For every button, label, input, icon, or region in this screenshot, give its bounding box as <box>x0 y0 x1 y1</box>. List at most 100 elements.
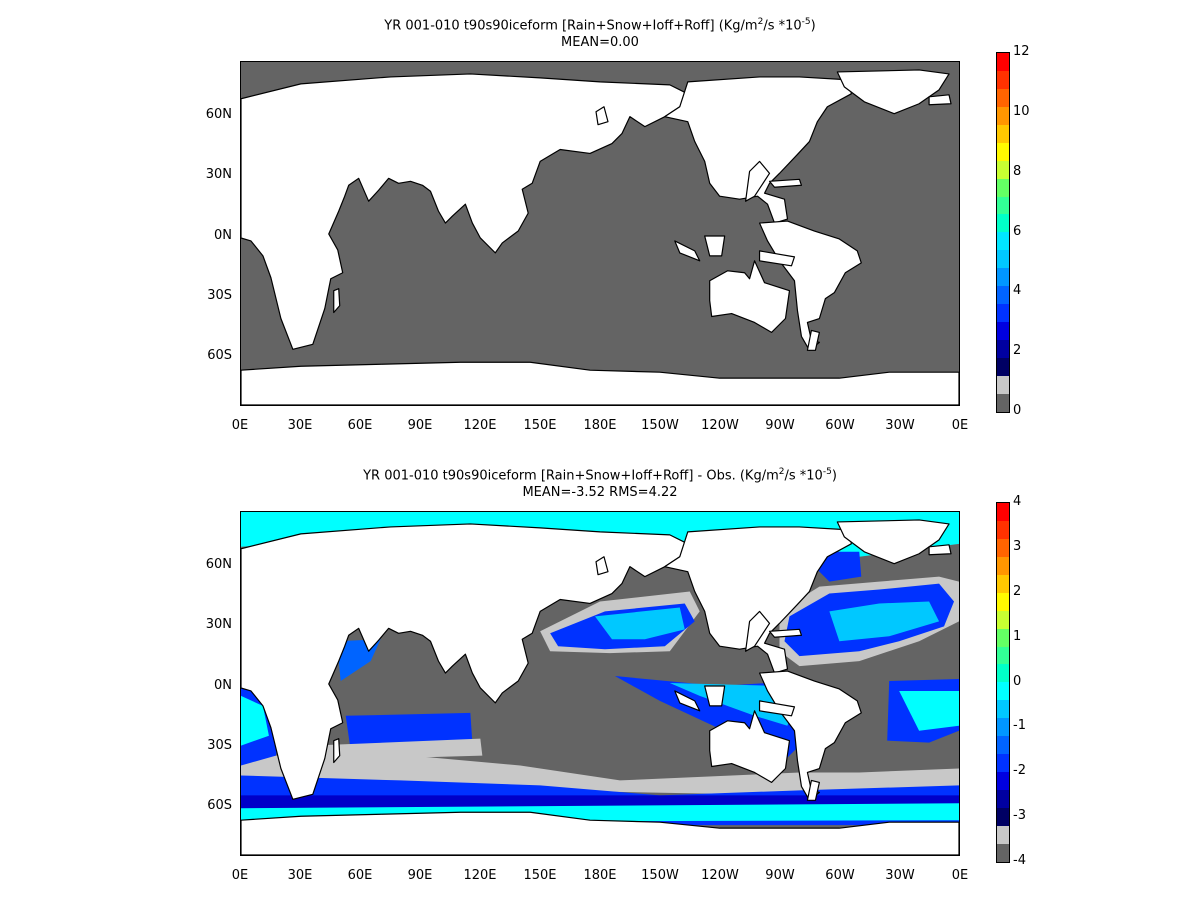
island-madagascar <box>333 288 341 314</box>
colorbar-segment <box>997 754 1009 773</box>
colorbar-segment <box>997 682 1009 701</box>
colorbar-segment <box>997 574 1009 593</box>
island-borneo <box>704 235 726 257</box>
panel-2-map <box>240 511 960 856</box>
lon-label: 180E <box>583 868 617 883</box>
island-iceland <box>928 544 952 556</box>
island-new-zealand <box>806 779 820 801</box>
colorbar-segment <box>997 53 1009 71</box>
colorbar-segment <box>997 393 1009 412</box>
panel-2-title-line2: MEAN=-3.52 RMS=4.22 <box>522 485 678 501</box>
landmass-australia <box>709 710 791 784</box>
colorbar-segment <box>997 357 1009 376</box>
colorbar-segment <box>997 88 1009 107</box>
colorbar-segment <box>997 825 1009 844</box>
panel-1-map-svg <box>241 62 959 405</box>
colorbar-segment <box>997 286 1009 305</box>
landmass-antarctica <box>241 811 959 855</box>
landmass-north-america <box>664 76 852 224</box>
lon-label: 150W <box>641 418 679 433</box>
colorbar-tick-label: 2 <box>1013 583 1022 599</box>
anomaly-north-pacific-sky <box>595 607 685 640</box>
lon-label: 30W <box>885 868 915 883</box>
colorbar-segment <box>997 142 1009 161</box>
anomaly-west-africa-cyan <box>241 695 269 746</box>
panel-1-lat-label: 60N <box>205 107 232 122</box>
colorbar-segment <box>997 268 1009 287</box>
panel-1-colorbar <box>996 52 1010 413</box>
lon-label: 90W <box>765 868 795 883</box>
lon-label: 30E <box>287 418 313 433</box>
island-uk <box>595 106 609 126</box>
landmass-australia <box>709 260 791 334</box>
island-borneo <box>704 685 726 707</box>
lon-label: 0E <box>231 418 249 433</box>
panel-1-lat-label: 30N <box>205 167 232 182</box>
colorbar-tick-label: -2 <box>1013 763 1026 779</box>
colorbar-segment <box>997 772 1009 790</box>
lon-label: 90E <box>407 868 433 883</box>
colorbar-tick-label: 4 <box>1013 494 1022 509</box>
island-sumatra <box>674 240 701 262</box>
colorbar-tick-label: 8 <box>1013 163 1022 179</box>
island-sumatra <box>674 690 701 712</box>
colorbar-segment <box>997 790 1009 808</box>
landmass-greenland <box>836 519 950 565</box>
colorbar-tick-label: 1 <box>1013 628 1022 644</box>
colorbar-tick-label: -1 <box>1013 718 1026 734</box>
panel-2-colorbar <box>996 502 1010 863</box>
lon-label: 180E <box>583 418 617 433</box>
colorbar-segment <box>997 250 1009 269</box>
panel-1-lat-label: 60S <box>207 348 232 363</box>
colorbar-tick-label: 2 <box>1013 343 1022 359</box>
colorbar-segment <box>997 160 1009 179</box>
colorbar-segment <box>997 340 1009 358</box>
colorbar-segment <box>997 520 1009 539</box>
colorbar-segment <box>997 646 1009 665</box>
lon-label: 150W <box>641 868 679 883</box>
lon-label: 60W <box>825 418 855 433</box>
lon-label: 150E <box>523 418 557 433</box>
lon-label: 30E <box>287 868 313 883</box>
colorbar-tick-label: -4 <box>1013 853 1026 868</box>
panel-2-lat-label: 0N <box>214 678 232 693</box>
island-madagascar <box>333 738 341 764</box>
colorbar-segment <box>997 538 1009 557</box>
colorbar-tick-label: 3 <box>1013 538 1022 554</box>
colorbar-tick-label: 12 <box>1013 44 1030 59</box>
island-caribbean <box>768 628 803 638</box>
colorbar-segment <box>997 196 1009 215</box>
colorbar-tick-label: 6 <box>1013 223 1022 239</box>
panel-2-title: YR 001-010 t90s90iceform [Rain+Snow+Ioff… <box>240 464 960 501</box>
lon-label: 120W <box>701 418 739 433</box>
panel-1-title-line1: YR 001-010 t90s90iceform [Rain+Snow+Ioff… <box>384 17 816 34</box>
anomaly-tropical-pacific-cyan <box>669 683 796 726</box>
lon-label: 120E <box>463 868 497 883</box>
island-japan <box>744 610 771 652</box>
panel-2-lat-label: 60S <box>207 798 232 813</box>
island-iceland <box>928 94 952 106</box>
colorbar-segment <box>997 322 1009 340</box>
colorbar-segment <box>997 70 1009 89</box>
colorbar-segment <box>997 106 1009 125</box>
colorbar-segment <box>997 232 1009 251</box>
anomaly-south-indian-gray <box>310 738 483 761</box>
colorbar-segment <box>997 592 1009 611</box>
island-uk <box>595 556 609 576</box>
panel-1-title-line2: MEAN=0.00 <box>561 35 639 51</box>
colorbar-tick-label: 0 <box>1013 403 1022 418</box>
colorbar-segment <box>997 807 1009 826</box>
panel-2-lat-label: 30S <box>207 738 232 753</box>
colorbar-segment <box>997 556 1009 575</box>
colorbar-segment <box>997 843 1009 862</box>
colorbar-segment <box>997 736 1009 755</box>
landmass-south-america <box>758 670 862 801</box>
lon-label: 60E <box>347 418 373 433</box>
panel-1-lat-label: 0N <box>214 228 232 243</box>
lon-label: 0E <box>951 418 969 433</box>
colorbar-segment <box>997 628 1009 647</box>
island-new-zealand <box>806 329 820 351</box>
lon-label: 30W <box>885 418 915 433</box>
lon-label: 60W <box>825 868 855 883</box>
panel-1-map <box>240 61 960 406</box>
